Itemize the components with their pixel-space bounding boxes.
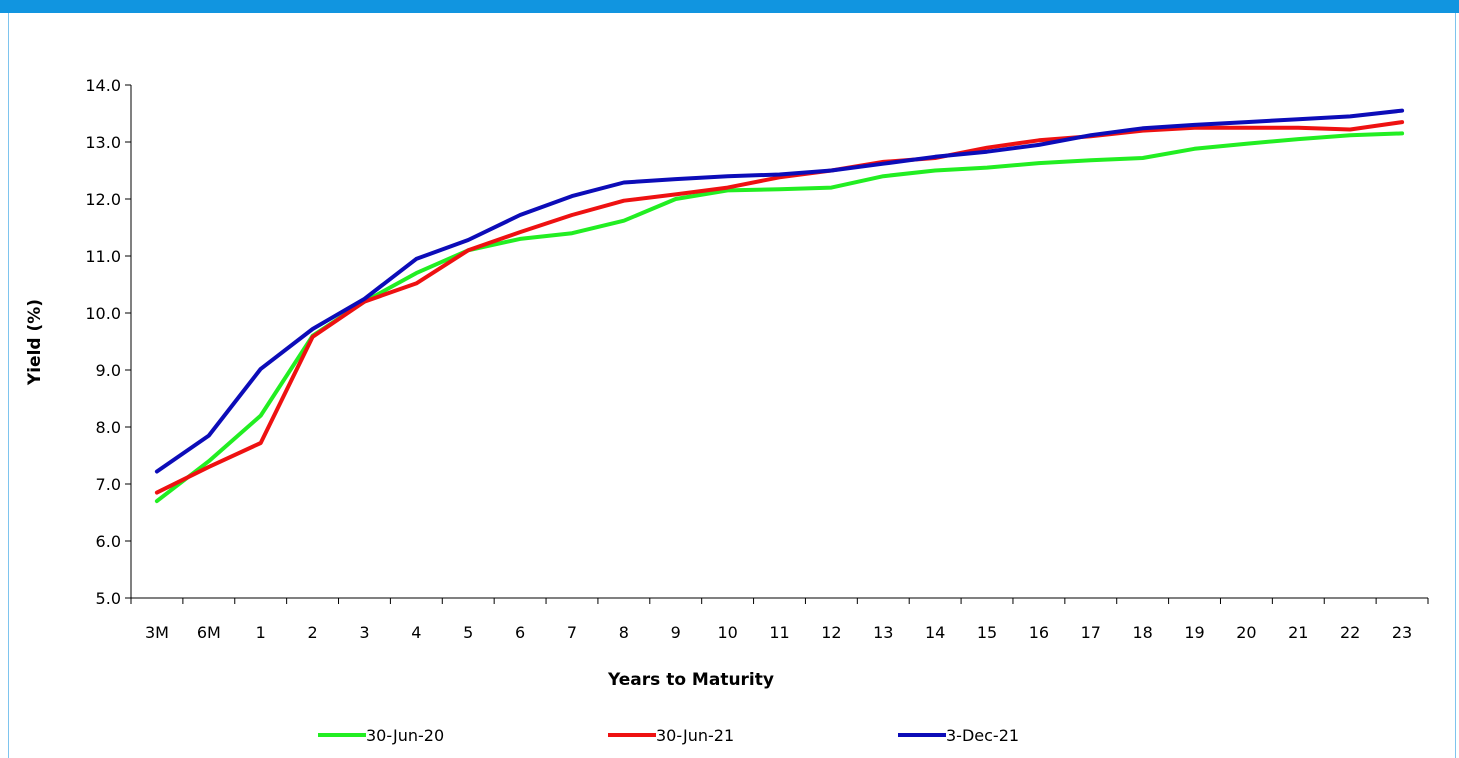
x-tick-label: 6M — [197, 623, 221, 642]
x-tick-label: 3M — [145, 623, 169, 642]
y-tick-label: 14.0 — [85, 76, 121, 95]
x-tick-label: 9 — [671, 623, 681, 642]
y-tick-label: 13.0 — [85, 133, 121, 152]
x-tick-label: 4 — [411, 623, 421, 642]
x-tick-label: 1 — [256, 623, 266, 642]
y-tick-label: 11.0 — [85, 247, 121, 266]
x-tick-label: 5 — [463, 623, 473, 642]
x-tick-label: 23 — [1392, 623, 1412, 642]
y-tick-label: 10.0 — [85, 304, 121, 323]
right-border-line — [1455, 13, 1456, 758]
x-tick-label: 16 — [1029, 623, 1049, 642]
x-tick-label: 17 — [1081, 623, 1101, 642]
x-axis-title: Years to Maturity — [607, 670, 774, 690]
series-line-2 — [154, 108, 1405, 474]
legend-label-0: 30-Jun-20 — [366, 726, 444, 745]
x-tick-label: 7 — [567, 623, 577, 642]
x-tick-label: 14 — [925, 623, 945, 642]
x-tick-label: 11 — [769, 623, 789, 642]
series-line-1 — [154, 120, 1405, 495]
legend: 30-Jun-20 30-Jun-21 3-Dec-21 — [318, 726, 1019, 745]
x-tick-label: 15 — [977, 623, 997, 642]
x-axis-ticks: 3M 6M 1 2 3 4 5 6 7 8 9 10 11 12 13 14 15 16 17 18 19 20 21 22 2… — [130, 598, 1429, 642]
x-tick-label: 12 — [821, 623, 841, 642]
y-axis-title: Yield (%) — [25, 299, 45, 386]
y-tick-label: 6.0 — [96, 532, 121, 551]
y-tick-label: 5.0 — [96, 589, 121, 608]
x-tick-label: 21 — [1288, 623, 1308, 642]
x-tick-label: 8 — [619, 623, 629, 642]
legend-label-1: 30-Jun-21 — [656, 726, 734, 745]
x-tick-label: 10 — [717, 623, 737, 642]
x-tick-label: 2 — [307, 623, 317, 642]
x-tick-label: 6 — [515, 623, 525, 642]
x-tick-label: 3 — [359, 623, 369, 642]
legend-label-2: 3-Dec-21 — [946, 726, 1019, 745]
y-tick-label: 12.0 — [85, 190, 121, 209]
y-axis-ticks: 5.0 6.0 7.0 8.0 9.0 10.0 11.0 12.0 13.0 14.0 — [85, 76, 131, 608]
x-tick-label: 20 — [1236, 623, 1256, 642]
y-tick-label: 8.0 — [96, 418, 121, 437]
x-tick-label: 18 — [1132, 623, 1152, 642]
top-color-band — [0, 0, 1459, 13]
series-lines — [154, 108, 1405, 504]
left-border-line — [8, 13, 9, 758]
x-tick-label: 22 — [1340, 623, 1360, 642]
y-tick-label: 9.0 — [96, 361, 121, 380]
x-tick-label: 19 — [1184, 623, 1204, 642]
x-tick-label: 13 — [873, 623, 893, 642]
y-tick-label: 7.0 — [96, 475, 121, 494]
